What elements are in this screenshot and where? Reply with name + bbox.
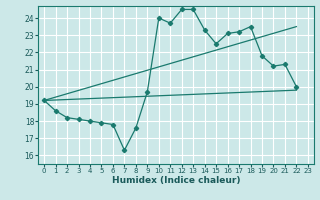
- X-axis label: Humidex (Indice chaleur): Humidex (Indice chaleur): [112, 176, 240, 185]
